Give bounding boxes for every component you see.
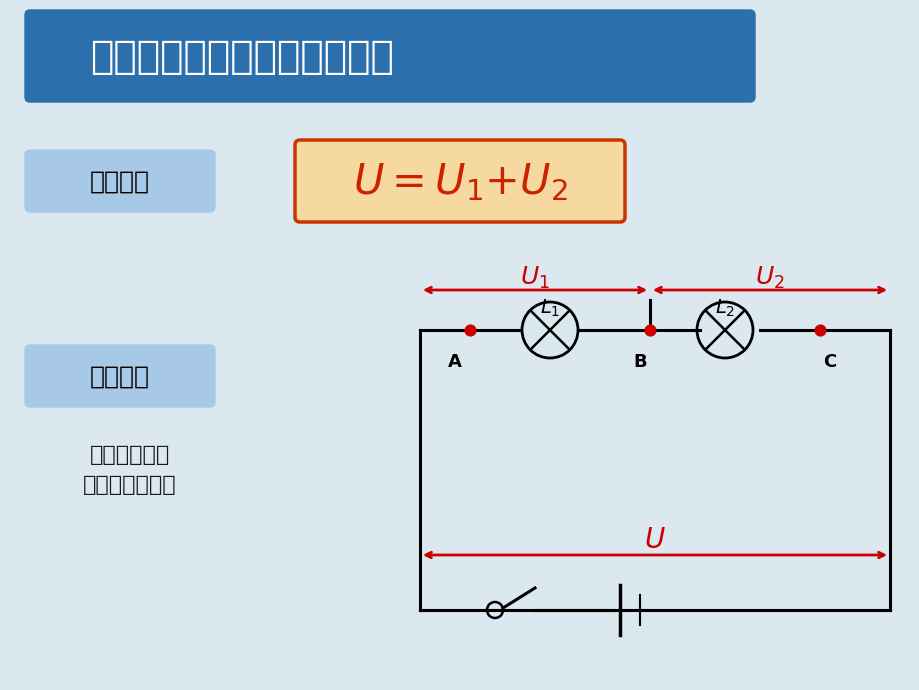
FancyBboxPatch shape	[295, 140, 624, 222]
Text: 一、探究串联电路电压的规律: 一、探究串联电路电压的规律	[90, 38, 393, 76]
Text: $L_2$: $L_2$	[714, 297, 734, 319]
Text: B: B	[632, 353, 646, 371]
FancyBboxPatch shape	[25, 345, 215, 407]
Text: $\mathit{U}$$=$$\mathit{U}_{1}$$+$$\mathit{U}_{2}$: $\mathit{U}$$=$$\mathit{U}_{1}$$+$$\math…	[352, 161, 567, 203]
Point	[642, 324, 657, 335]
FancyBboxPatch shape	[25, 10, 754, 102]
Text: 猜想假设: 猜想假设	[90, 170, 150, 194]
Text: A: A	[448, 353, 461, 371]
Point	[811, 324, 826, 335]
Text: $\mathit{U}_1$: $\mathit{U}_1$	[519, 265, 550, 291]
FancyBboxPatch shape	[25, 150, 215, 212]
Point	[462, 324, 477, 335]
Text: $\mathit{U}_2$: $\mathit{U}_2$	[754, 265, 784, 291]
Text: C: C	[823, 353, 835, 371]
Text: $\mathit{U}$: $\mathit{U}$	[643, 526, 665, 554]
Text: 设计实验电路
并画出电路图。: 设计实验电路 并画出电路图。	[83, 445, 176, 495]
Text: $L_1$: $L_1$	[539, 297, 560, 319]
Text: 设计实验: 设计实验	[90, 365, 150, 389]
